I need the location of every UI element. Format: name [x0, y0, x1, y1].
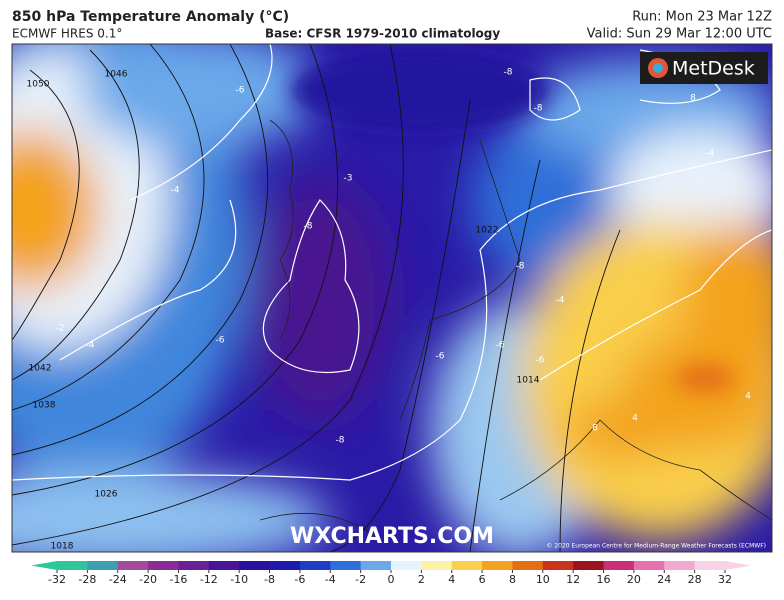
isobar-label: 1042 — [29, 364, 52, 374]
colorbar-segment — [482, 561, 513, 570]
anomaly-label: -2 — [56, 324, 65, 334]
anomaly-label: -6 — [236, 86, 245, 96]
anomaly-label: -6 — [436, 352, 445, 362]
valid: Valid: Sun 29 Mar 12:00 UTC — [587, 27, 772, 42]
colorbar-segment — [573, 561, 605, 570]
logo: MetDesk — [672, 58, 755, 80]
colorbar-segment — [239, 561, 271, 570]
anomaly-label: -8 — [304, 222, 313, 232]
colorbar-label: 0 — [388, 573, 395, 586]
colorbar-label: 10 — [536, 573, 550, 586]
colorbar: -32 -28 -24 -20 -16 -12 -10 -8 -6 -4 -2 0 2 4 6 8 10 12 16… — [31, 561, 751, 586]
colorbar-segment — [117, 561, 149, 570]
watermark: WXCHARTS.COM — [290, 524, 494, 549]
colorbar-label: 4 — [448, 573, 455, 586]
anomaly-label: -4 — [556, 296, 565, 306]
colorbar-end — [31, 561, 57, 570]
colorbar-label: 8 — [509, 573, 516, 586]
colorbar-label: -8 — [264, 573, 275, 586]
isobar-label: 1026 — [95, 490, 118, 500]
anomaly-contours — [12, 44, 772, 481]
anomaly-label: -8 — [534, 104, 543, 114]
anomaly-label: -3 — [344, 174, 353, 184]
colorbar-segment — [391, 561, 422, 570]
coastlines — [259, 119, 772, 541]
anomaly-label: -8 — [504, 68, 513, 78]
colorbar-label: -10 — [230, 573, 248, 586]
colorbar-segment — [330, 561, 362, 570]
anomaly-label: -6 — [496, 341, 505, 351]
colorbar-segment — [208, 561, 240, 570]
isobars — [12, 44, 621, 552]
colorbar-label: -2 — [355, 573, 366, 586]
colorbar-label: -16 — [169, 573, 187, 586]
colorbar-segment — [269, 561, 301, 570]
anomaly-label: 4 — [632, 414, 638, 424]
colorbar-label: -12 — [200, 573, 218, 586]
colorbar-label: -4 — [325, 573, 336, 586]
base: Base: CFSR 1979-2010 climatology — [265, 27, 500, 41]
colorbar-label: -28 — [78, 573, 96, 586]
colorbar-label: 20 — [627, 573, 641, 586]
colorbar-label: 6 — [479, 573, 486, 586]
anomaly-label: 4 — [745, 392, 751, 402]
colorbar-label: 12 — [566, 573, 580, 586]
colorbar-segment — [542, 561, 574, 570]
colorbar-label: -32 — [48, 573, 66, 586]
anomaly-label: -8 — [336, 436, 345, 446]
colorbar-segment — [148, 561, 179, 570]
colorbar-segment — [451, 561, 483, 570]
colorbar-segment — [603, 561, 635, 570]
colorbar-segment — [57, 561, 88, 570]
isobar-label: 1018 — [51, 542, 74, 552]
colorbar-label: 32 — [718, 573, 732, 586]
anomaly-label: -4 — [171, 186, 180, 196]
colorbar-label: 24 — [657, 573, 671, 586]
isobar-label: 1022 — [476, 226, 499, 236]
colorbar-segment — [178, 561, 210, 570]
anomaly-label: 8 — [690, 94, 696, 104]
colorbar-segment — [664, 561, 696, 570]
isobar-label: 1014 — [517, 376, 540, 386]
anomaly-label: -4 — [86, 341, 95, 351]
isobar-label: 1046 — [105, 70, 128, 80]
anomaly-label: -8 — [516, 262, 525, 272]
isobar-label: 1050 — [27, 80, 50, 90]
contour-labels: 1050 1046 1042 1038 1026 1018 1022 1014 -8 -8 -8 -8… — [27, 68, 752, 552]
run: Run: Mon 23 Mar 12Z — [632, 10, 772, 25]
anomaly-label: -6 — [536, 356, 545, 366]
colorbar-label: 2 — [418, 573, 425, 586]
anomaly-label: -4 — [706, 149, 715, 159]
map: 1050 1046 1042 1038 1026 1018 1022 1014 -8 -8 -8 -8… — [12, 44, 772, 552]
map-frame — [11, 43, 773, 553]
colorbar-segment — [87, 561, 119, 570]
model: ECMWF HRES 0.1° — [12, 27, 122, 41]
colorbar-segment — [694, 561, 726, 570]
title: 850 hPa Temperature Anomaly (°C) — [12, 9, 289, 25]
colorbar-segment — [512, 561, 544, 570]
colorbar-segment — [360, 561, 392, 570]
anomaly-label: 8 — [592, 424, 598, 434]
colorbar-label: 28 — [688, 573, 702, 586]
anomaly-label: -6 — [216, 336, 225, 346]
colorbar-label: -20 — [139, 573, 157, 586]
isobar-label: 1038 — [33, 401, 56, 411]
colorbar-segment — [633, 561, 665, 570]
colorbar-label: -24 — [109, 573, 127, 586]
colorbar-segment — [421, 561, 453, 570]
colorbar-label: 16 — [597, 573, 611, 586]
colorbar-end — [725, 561, 751, 570]
copyright: © 2020 European Centre for Medium-Range … — [546, 543, 766, 550]
colorbar-label: -6 — [294, 573, 305, 586]
colorbar-segment — [299, 561, 331, 570]
